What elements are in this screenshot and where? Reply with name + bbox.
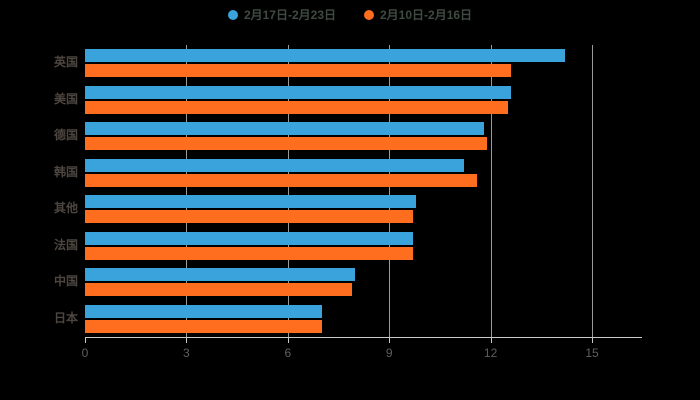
plot-area (85, 45, 642, 337)
bar-orange[interactable] (85, 246, 413, 260)
legend-item-week2[interactable]: 2月17日-2月23日 (227, 6, 336, 23)
chart-legend: 2月17日-2月23日 2月10日-2月16日 (0, 6, 700, 23)
tick-mark (592, 338, 593, 343)
x-tick-label: 15 (585, 346, 599, 360)
tick-mark (186, 338, 188, 343)
legend-marker-orange-icon (364, 9, 374, 20)
x-tick-label: 3 (183, 346, 190, 360)
x-tick-label: 6 (284, 346, 292, 360)
y-category-label: 法国 (53, 237, 78, 252)
bar-blue[interactable] (85, 304, 322, 318)
gridline (186, 45, 188, 337)
tick-mark (389, 338, 391, 343)
x-tick-label: 12 (483, 346, 498, 360)
x-tick-label: 9 (385, 346, 393, 360)
gridline (490, 45, 492, 337)
legend-label-week1: 2月10日-2月16日 (380, 8, 473, 22)
bar-orange[interactable] (85, 319, 322, 333)
bar-blue[interactable] (85, 158, 464, 172)
y-category-label: 其他 (53, 201, 78, 216)
y-category-label: 韩国 (53, 164, 78, 179)
bar-orange[interactable] (85, 64, 511, 78)
bar-orange[interactable] (85, 283, 353, 297)
y-category-label: 德国 (53, 128, 78, 143)
bar-blue[interactable] (85, 268, 356, 282)
y-category-label: 中国 (53, 274, 78, 289)
bar-orange[interactable] (85, 100, 508, 114)
bar-blue[interactable] (85, 231, 413, 245)
gridline (389, 45, 391, 337)
y-category-label: 美国 (53, 91, 78, 106)
y-category-label: 英国 (53, 55, 78, 70)
bar-blue[interactable] (85, 122, 484, 136)
tick-mark (287, 338, 289, 343)
bar-orange[interactable] (85, 210, 413, 224)
tick-mark (490, 338, 492, 343)
bar-blue[interactable] (85, 49, 565, 63)
bar-blue[interactable] (85, 85, 511, 99)
legend-marker-blue-icon (227, 9, 238, 20)
bar-orange[interactable] (85, 173, 478, 187)
y-category-label: 日本 (53, 310, 78, 325)
legend-item-week1[interactable]: 2月10日-2月16日 (364, 6, 472, 23)
gridline (287, 45, 289, 337)
gridline (592, 45, 593, 337)
legend-label-week2: 2月17日-2月23日 (243, 8, 336, 22)
x-axis-line (85, 337, 642, 338)
bar-orange[interactable] (85, 137, 488, 151)
bar-blue[interactable] (85, 195, 417, 209)
x-tick-label: 0 (81, 346, 89, 360)
tick-mark (85, 338, 86, 343)
